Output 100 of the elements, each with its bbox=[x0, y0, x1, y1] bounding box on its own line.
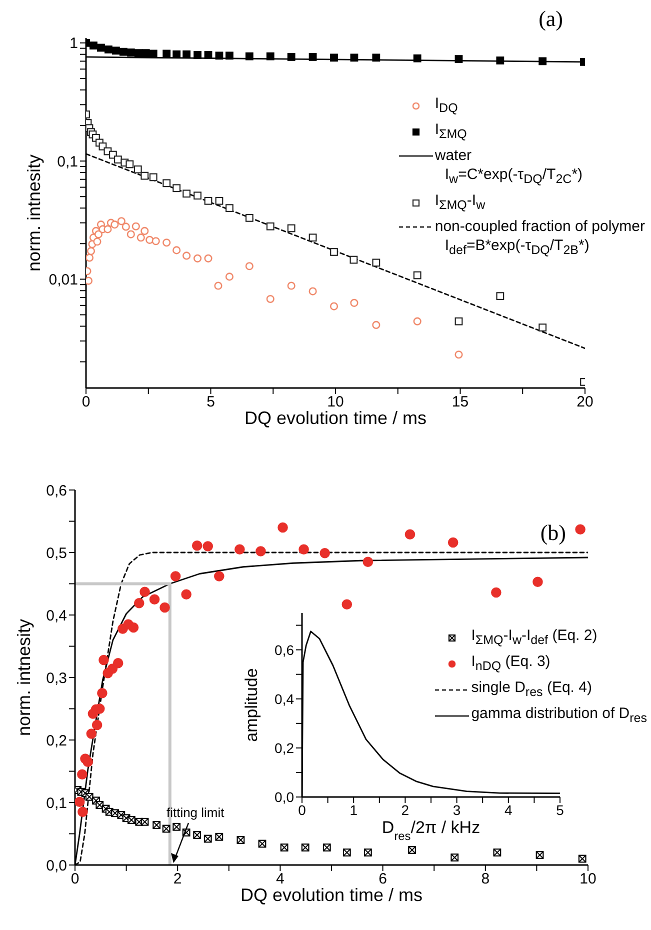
point bbox=[575, 524, 586, 535]
y-tick-label: 0,6 bbox=[46, 482, 67, 500]
point bbox=[162, 238, 171, 247]
x-axis-title: DQ evolution time / ms bbox=[244, 408, 427, 428]
point bbox=[454, 350, 463, 359]
point bbox=[149, 50, 158, 58]
text: (a) bbox=[538, 6, 563, 31]
y-tick-label: 0,2 bbox=[46, 732, 67, 750]
point bbox=[140, 226, 149, 236]
point bbox=[404, 529, 416, 540]
point bbox=[160, 602, 170, 613]
point bbox=[234, 544, 245, 555]
point bbox=[204, 196, 212, 205]
point bbox=[330, 54, 338, 62]
x-tick-label: 0 bbox=[298, 802, 306, 818]
point bbox=[266, 222, 274, 230]
point bbox=[266, 294, 274, 304]
point bbox=[170, 571, 181, 582]
point bbox=[94, 230, 103, 238]
point bbox=[140, 172, 149, 180]
annotation: (b) bbox=[540, 520, 566, 545]
point bbox=[245, 214, 254, 222]
point bbox=[192, 540, 202, 551]
y-axis-title: norm. intnesity bbox=[24, 154, 44, 272]
x-tick-label: 15 bbox=[452, 394, 469, 411]
point bbox=[146, 236, 154, 244]
point bbox=[86, 247, 96, 256]
y-axis-title: norm. intnesity bbox=[14, 618, 34, 736]
point bbox=[134, 165, 142, 174]
y-tick-label: 0,3 bbox=[46, 670, 67, 687]
point bbox=[350, 256, 358, 264]
point bbox=[225, 272, 234, 281]
point bbox=[181, 589, 192, 600]
x-tick-label: 20 bbox=[576, 394, 594, 411]
point bbox=[266, 52, 274, 60]
point bbox=[308, 53, 317, 61]
y-tick-label: 0,1 bbox=[57, 153, 78, 170]
y-tick-label: 0,4 bbox=[274, 690, 294, 707]
point bbox=[182, 252, 191, 260]
y-tick-label: 0,0 bbox=[46, 857, 67, 874]
point bbox=[320, 548, 330, 558]
point bbox=[140, 586, 150, 598]
y-tick-label: 0,0 bbox=[274, 788, 294, 805]
point bbox=[342, 599, 352, 610]
point bbox=[214, 282, 222, 290]
point bbox=[104, 225, 112, 234]
point bbox=[112, 658, 124, 668]
point bbox=[362, 556, 374, 568]
x-tick-label: 3 bbox=[452, 802, 461, 818]
point bbox=[245, 262, 254, 270]
y-tick-label: 0,5 bbox=[46, 544, 67, 562]
point bbox=[245, 52, 254, 60]
point bbox=[226, 52, 234, 60]
y-tick-label: 0,4 bbox=[46, 607, 67, 624]
point bbox=[77, 769, 88, 780]
y-axis-title: amplitude bbox=[242, 668, 261, 742]
point bbox=[172, 184, 181, 192]
annotation: fitting limit bbox=[166, 805, 225, 820]
point bbox=[172, 50, 181, 58]
point bbox=[448, 537, 458, 548]
point bbox=[215, 52, 224, 60]
point bbox=[149, 173, 158, 182]
point bbox=[532, 576, 543, 588]
point bbox=[204, 254, 212, 262]
point bbox=[214, 571, 224, 582]
point bbox=[372, 54, 380, 62]
point bbox=[413, 54, 422, 62]
point bbox=[330, 302, 338, 310]
x-axis-title: D$_{res}$/2π / kHz bbox=[382, 818, 480, 843]
point bbox=[496, 56, 504, 64]
point bbox=[92, 720, 102, 730]
legend-label: I$_{ΣMQ}$ bbox=[434, 120, 467, 143]
point bbox=[193, 254, 202, 262]
point bbox=[413, 317, 422, 326]
point bbox=[93, 238, 102, 246]
point bbox=[126, 230, 135, 238]
point bbox=[330, 248, 338, 256]
point bbox=[132, 222, 140, 230]
point bbox=[86, 276, 93, 285]
point bbox=[82, 756, 93, 768]
point bbox=[86, 254, 94, 262]
legend-label: water I$_{w}$=C*exp(-τ$_{DQ}$/T$_{2C}$*) bbox=[434, 146, 584, 188]
x-tick-label: 0 bbox=[70, 870, 80, 888]
point bbox=[372, 320, 380, 329]
point bbox=[454, 317, 463, 326]
x-tick-label: 4 bbox=[504, 802, 512, 818]
point bbox=[149, 594, 160, 605]
x-tick-label: 2 bbox=[173, 870, 182, 888]
legend-label: non-coupled fraction of polymer I$_{def}$=B*exp(-τ$_{DQ}$/T$_{2B}$*) bbox=[434, 217, 645, 259]
point bbox=[202, 541, 214, 552]
legend-label: single D$_{res}$ (Eq. 4) bbox=[471, 678, 592, 700]
point bbox=[298, 544, 309, 555]
x-tick-label: 2 bbox=[401, 802, 410, 818]
point bbox=[308, 287, 317, 296]
point bbox=[162, 50, 171, 58]
point bbox=[287, 224, 296, 232]
x-tick-label: 5 bbox=[556, 802, 564, 818]
legend-label: I$_{nDQ}$ (Eq. 3) bbox=[471, 652, 550, 674]
point bbox=[152, 237, 160, 246]
legend-label: I$_{DQ}$ bbox=[434, 94, 458, 117]
